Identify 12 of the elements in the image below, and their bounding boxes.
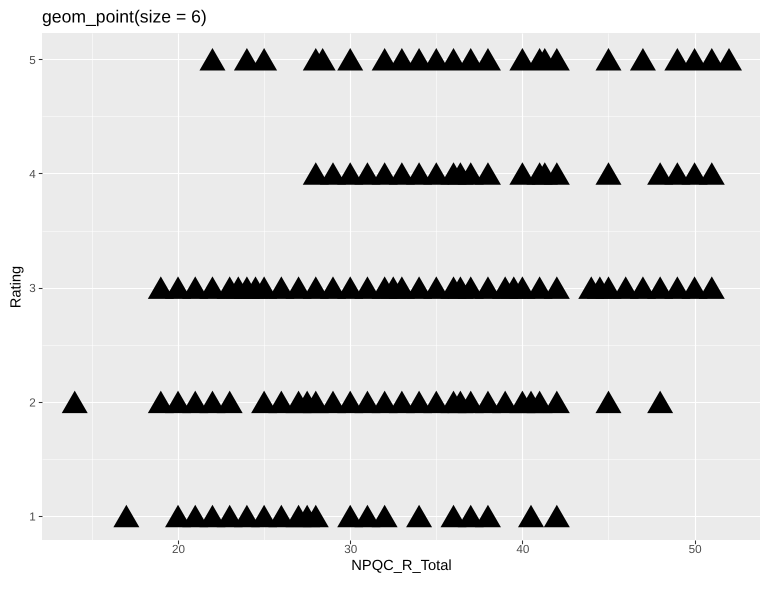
x-tick-label: 20 [172,543,186,556]
x-axis-title: NPQC_R_Total [351,558,452,574]
y-tick-label: 3 [29,282,36,296]
x-tick-label: 50 [688,543,702,556]
y-tick-label: 1 [29,510,36,524]
chart-title: geom_point(size = 6) [42,6,207,26]
y-axis-title: Rating [8,266,24,308]
x-tick-label: 40 [516,543,530,556]
y-tick-label: 5 [29,54,36,67]
x-tick-label: 30 [344,543,358,556]
y-tick-label: 2 [29,396,36,410]
y-tick-label: 4 [29,168,36,181]
